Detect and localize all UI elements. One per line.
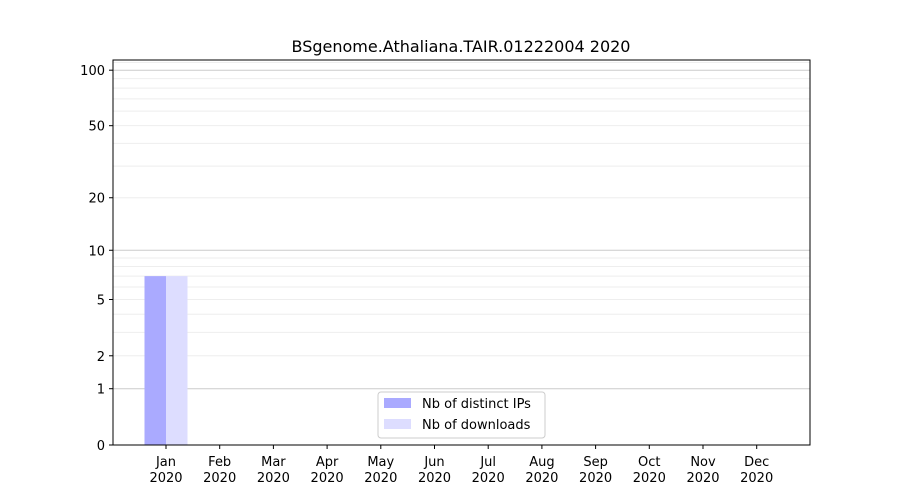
- bars: [144, 276, 188, 445]
- y-tick-label: 1: [97, 383, 105, 398]
- bar-distinct-ips: [144, 276, 166, 445]
- y-tick-label: 2: [97, 350, 105, 365]
- x-tick-label: 2020: [472, 471, 505, 486]
- x-tick-label: 2020: [686, 471, 719, 486]
- x-tick-label: Jun: [423, 455, 444, 470]
- legend-swatch-ips: [384, 398, 411, 408]
- y-axis: 0 1 2 5 10 20 50 100: [80, 64, 113, 454]
- x-tick-label: Sep: [583, 455, 608, 470]
- bar-downloads: [166, 276, 188, 445]
- chart-title: BSgenome.Athaliana.TAIR.01222004 2020: [292, 37, 631, 56]
- x-tick-label: 2020: [418, 471, 451, 486]
- x-tick-label: Nov: [690, 455, 716, 470]
- x-tick-label: 2020: [525, 471, 558, 486]
- x-tick-label: 2020: [149, 471, 182, 486]
- y-tick-label: 10: [88, 244, 105, 259]
- x-tick-label: 2020: [633, 471, 666, 486]
- y-tick-label: 0: [97, 439, 105, 454]
- legend-label-downloads: Nb of downloads: [422, 418, 531, 433]
- x-tick-label: 2020: [740, 471, 773, 486]
- x-tick-label: Apr: [316, 455, 339, 470]
- y-tick-label: 100: [80, 64, 105, 79]
- x-tick-label: 2020: [364, 471, 397, 486]
- x-tick-label: 2020: [257, 471, 290, 486]
- legend-frame: [377, 391, 546, 439]
- x-tick-label: Jan: [155, 455, 176, 470]
- x-tick-label: Oct: [638, 455, 660, 470]
- x-tick-label: Aug: [529, 455, 554, 470]
- x-axis: Jan2020Feb2020Mar2020Apr2020May2020Jun20…: [149, 445, 773, 486]
- x-tick-label: May: [367, 455, 394, 470]
- legend: Nb of distinct IPs Nb of downloads: [377, 391, 546, 439]
- plot-frame: [112, 59, 811, 446]
- x-tick-label: Feb: [208, 455, 231, 470]
- x-tick-label: 2020: [311, 471, 344, 486]
- legend-swatch-downloads: [384, 419, 411, 429]
- x-tick-label: Mar: [261, 455, 286, 470]
- legend-label-ips: Nb of distinct IPs: [422, 397, 531, 412]
- y-tick-label: 5: [97, 293, 105, 308]
- y-tick-label: 50: [88, 120, 105, 135]
- x-tick-label: Jul: [479, 455, 496, 470]
- grid: [113, 62, 810, 390]
- x-tick-label: 2020: [203, 471, 236, 486]
- x-tick-label: Dec: [744, 455, 769, 470]
- y-tick-label: 20: [88, 192, 105, 207]
- x-tick-label: 2020: [579, 471, 612, 486]
